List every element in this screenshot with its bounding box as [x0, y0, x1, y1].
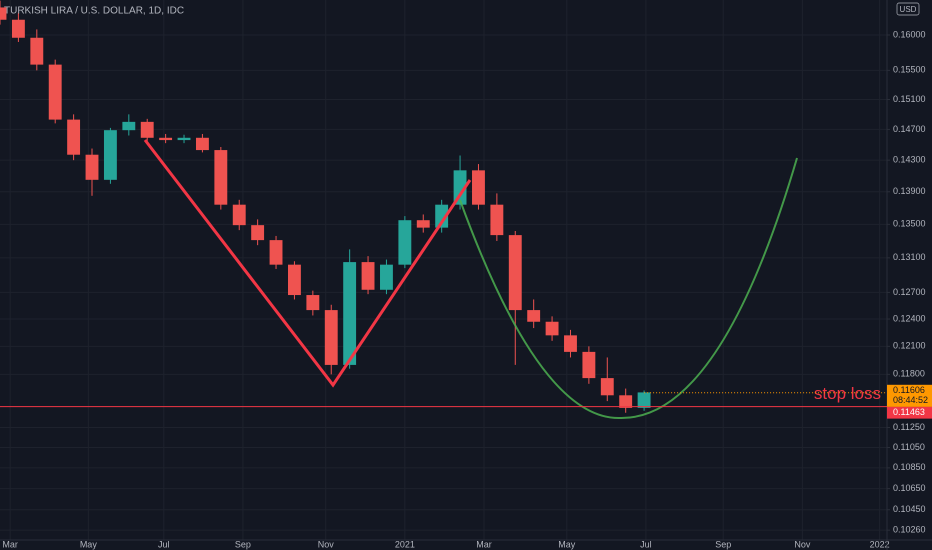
candle-body: [122, 121, 136, 131]
candle-body: [508, 235, 522, 311]
y-tick-label: 0.12400: [893, 313, 926, 323]
candle-body: [85, 154, 99, 180]
candle-body: [582, 351, 596, 379]
candle-body: [527, 310, 541, 322]
x-tick-label: 2022: [870, 539, 890, 549]
candle-body: [490, 204, 504, 236]
candle-body: [251, 225, 265, 241]
y-tick-label: 0.10850: [893, 462, 926, 472]
stop-loss-price: 0.11463: [893, 407, 925, 417]
y-tick-label: 0.10450: [893, 504, 926, 514]
candle-body: [48, 64, 62, 120]
candle-body: [564, 335, 577, 352]
candle-body: [11, 19, 25, 38]
x-tick-label: Jul: [158, 539, 170, 549]
x-tick-label: Mar: [476, 539, 492, 549]
y-tick-label: 0.14700: [893, 124, 926, 134]
y-tick-label: 0.10260: [893, 525, 926, 535]
currency: USD: [900, 5, 917, 14]
y-tick-label: 0.15100: [893, 94, 926, 104]
candle-body: [269, 240, 283, 265]
y-tick-label: 0.15500: [893, 65, 926, 75]
candle-body: [30, 37, 44, 65]
candle-body: [619, 395, 633, 408]
candle-body: [545, 321, 559, 336]
candle-body: [195, 137, 209, 151]
y-tick-label: 0.12700: [893, 287, 926, 297]
candle-body: [67, 119, 81, 155]
y-tick-label: 0.14300: [893, 155, 926, 165]
countdown: 08:44:52: [893, 395, 928, 405]
stop-loss-label: stop loss: [814, 384, 881, 403]
candle-body: [416, 220, 430, 228]
y-tick-label: 0.16000: [893, 29, 926, 39]
x-tick-label: Mar: [2, 539, 18, 549]
y-tick-label: 0.13100: [893, 252, 926, 262]
last-price-box: [887, 384, 932, 407]
candle-body: [177, 137, 191, 141]
candle-body: [435, 204, 449, 228]
y-tick-label: 0.11050: [893, 442, 925, 452]
candle-body: [343, 262, 357, 365]
candle-body: [0, 7, 7, 20]
currency-box: [896, 2, 920, 16]
candle-body: [361, 262, 375, 290]
candle-body: [637, 392, 651, 408]
x-tick-label: Sep: [715, 539, 731, 549]
y-tick-label: 0.11800: [893, 369, 925, 379]
cup-drawing: [459, 157, 798, 420]
candle-body: [600, 378, 614, 396]
x-tick-label: May: [80, 539, 98, 549]
last-price: 0.11606: [893, 385, 925, 395]
candle-body: [453, 170, 467, 205]
y-tick-label: 0.13500: [893, 219, 926, 229]
candle-body: [380, 264, 393, 290]
y-tick-label: 0.11250: [893, 422, 925, 432]
x-tick-label: Nov: [794, 539, 811, 549]
candle-body: [103, 130, 117, 180]
v-pattern-drawing: [143, 139, 472, 388]
y-tick-label: 0.13900: [893, 186, 926, 196]
chart-title: TURKISH LIRA / U.S. DOLLAR, 1D, IDC: [4, 6, 184, 17]
candle-body: [324, 310, 338, 365]
candles: [0, 0, 651, 413]
x-tick-label: Sep: [235, 539, 251, 549]
stop-loss-price-box: [887, 406, 932, 419]
candle-body: [159, 137, 173, 141]
candle-body: [214, 150, 228, 205]
candle-body: [472, 170, 485, 205]
y-tick-label: 0.12100: [893, 341, 926, 351]
x-tick-label: May: [558, 539, 576, 549]
candle-body: [287, 264, 301, 296]
x-tick-label: Jul: [640, 539, 652, 549]
candle-body: [140, 121, 154, 138]
candle-body: [398, 220, 412, 265]
y-tick-label: 0.10650: [893, 483, 926, 493]
candle-body: [306, 295, 320, 311]
candle-body: [232, 204, 246, 226]
x-tick-label: Nov: [318, 539, 335, 549]
x-tick-label: 2021: [395, 539, 415, 549]
